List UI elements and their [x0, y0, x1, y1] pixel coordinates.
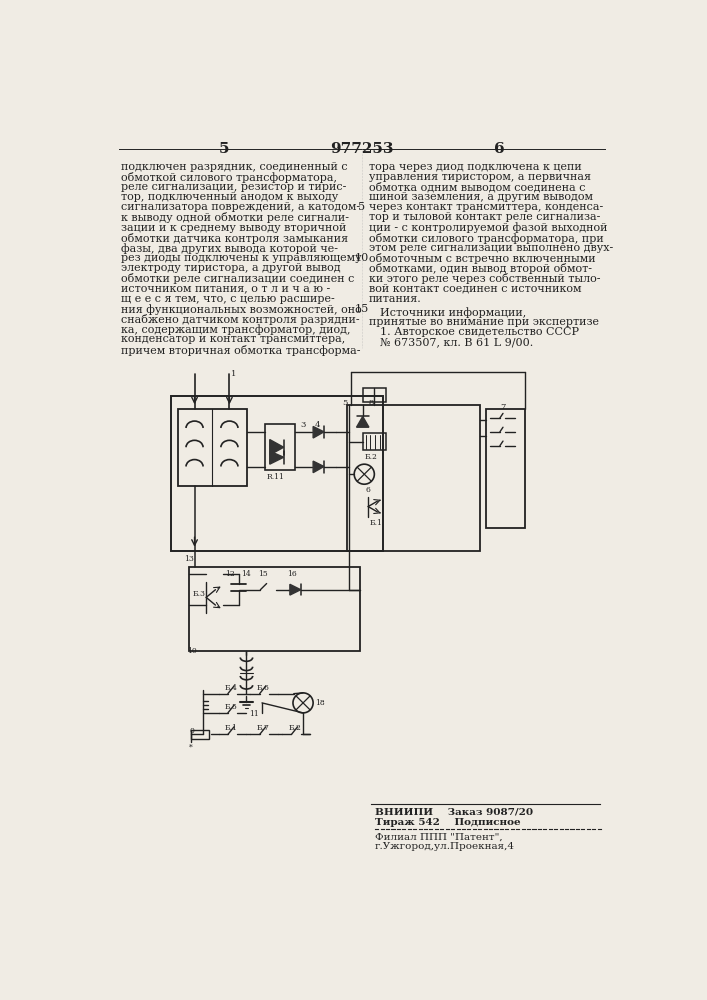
Text: 5: 5 [218, 142, 229, 156]
Bar [192, 730, 209, 739]
Text: 15: 15 [258, 570, 268, 578]
Text: 3: 3 [300, 421, 306, 429]
Text: этом реле сигнализации выполнено двух-: этом реле сигнализации выполнено двух- [369, 243, 613, 253]
Text: ния функциональных возможностей, оно: ния функциональных возможностей, оно [121, 304, 362, 315]
Text: зации и к среднему выводу вторичной: зации и к среднему выводу вторичной [121, 223, 346, 233]
Text: Тираж 542    Подписное: Тираж 542 Подписное [375, 818, 521, 827]
Text: обмоточным с встречно включенными: обмоточным с встречно включенными [369, 253, 595, 264]
Bar [363, 388, 386, 402]
Text: рез диоды подключены к управляющему: рез диоды подключены к управляющему [121, 253, 361, 263]
Text: 12: 12 [225, 570, 235, 578]
Text: обмотки датчика контроля замыкания: обмотки датчика контроля замыкания [121, 233, 348, 244]
Text: 0: 0 [189, 727, 194, 735]
Text: тора через диод подключена к цепи: тора через диод подключена к цепи [369, 162, 582, 172]
Text: обмотка одним выводом соединена с: обмотка одним выводом соединена с [369, 182, 585, 192]
Text: шиной заземления, а другим выводом: шиной заземления, а другим выводом [369, 192, 593, 202]
Text: Б.4: Б.4 [225, 684, 238, 692]
Text: обмоткой силового трансформатора,: обмоткой силового трансформатора, [121, 172, 337, 183]
Text: Б.1: Б.1 [225, 724, 238, 732]
Text: 10: 10 [187, 647, 197, 655]
Text: 1: 1 [231, 370, 236, 378]
Text: Филиал ППП "Патент",: Филиал ППП "Патент", [375, 832, 503, 841]
Text: 7: 7 [500, 403, 506, 411]
Text: реле сигнализации, резистор и тирис-: реле сигнализации, резистор и тирис- [121, 182, 346, 192]
Text: тор и тыловой контакт реле сигнализа-: тор и тыловой контакт реле сигнализа- [369, 212, 600, 222]
Text: 6: 6 [493, 142, 504, 156]
Text: 5: 5 [343, 399, 348, 407]
Polygon shape [290, 584, 300, 595]
Text: снабжено датчиком контроля разрядни-: снабжено датчиком контроля разрядни- [121, 314, 360, 325]
Text: *: * [189, 744, 193, 752]
Text: 8: 8 [369, 399, 374, 407]
Polygon shape [313, 426, 324, 438]
Text: 1. Авторское свидетельство СССР: 1. Авторское свидетельство СССР [380, 327, 579, 337]
Polygon shape [313, 461, 324, 473]
Text: 5: 5 [358, 202, 366, 212]
Text: 14: 14 [241, 570, 251, 578]
Text: 13: 13 [184, 555, 194, 563]
Text: щ е е с я тем, что, с целью расшире-: щ е е с я тем, что, с целью расшире- [121, 294, 334, 304]
Polygon shape [356, 416, 369, 427]
Text: через контакт трансмиттера, конденса-: через контакт трансмиттера, конденса- [369, 202, 603, 212]
Text: Б.2: Б.2 [288, 724, 301, 732]
Text: принятые во внимание при экспертизе: принятые во внимание при экспертизе [369, 317, 599, 327]
Text: ВНИИПИ    Заказ 9087/20: ВНИИПИ Заказ 9087/20 [375, 808, 533, 817]
Bar [363, 433, 386, 450]
Text: Б.3: Б.3 [192, 590, 205, 598]
Text: Источники информации,: Источники информации, [380, 307, 526, 318]
Text: обмотки реле сигнализации соединен с: обмотки реле сигнализации соединен с [121, 273, 354, 284]
Text: фазы, два других вывода которой че-: фазы, два других вывода которой че- [121, 243, 338, 254]
Text: обмотками, один вывод второй обмот-: обмотками, один вывод второй обмот- [369, 263, 592, 274]
Bar [347, 405, 480, 551]
Polygon shape [270, 451, 284, 464]
Text: конденсатор и контакт трансмиттера,: конденсатор и контакт трансмиттера, [121, 334, 345, 344]
Text: ки этого реле через собственный тыло-: ки этого реле через собственный тыло- [369, 273, 600, 284]
Text: Б.6: Б.6 [257, 684, 269, 692]
Text: обмотки силового трансформатора, при: обмотки силового трансформатора, при [369, 233, 604, 244]
Text: № 673507, кл. В 61 L 9/00.: № 673507, кл. В 61 L 9/00. [380, 337, 533, 347]
Bar [265, 424, 295, 470]
Text: Б.1: Б.1 [370, 519, 382, 527]
Text: ка, содержащим трансформатор, диод,: ка, содержащим трансформатор, диод, [121, 324, 351, 335]
Text: подключен разрядник, соединенный с: подключен разрядник, соединенный с [121, 162, 348, 172]
Text: сигнализатора повреждений, а катодом-: сигнализатора повреждений, а катодом- [121, 202, 360, 212]
Text: вой контакт соединен с источником: вой контакт соединен с источником [369, 284, 581, 294]
Text: тор, подключенный анодом к выходу: тор, подключенный анодом к выходу [121, 192, 338, 202]
Text: управления тиристором, а первичная: управления тиристором, а первичная [369, 172, 591, 182]
Text: Б.5: Б.5 [225, 703, 238, 711]
Text: причем вторичная обмотка трансформа-: причем вторичная обмотка трансформа- [121, 345, 361, 356]
Text: к выводу одной обмотки реле сигнали-: к выводу одной обмотки реле сигнали- [121, 212, 349, 223]
Text: источником питания, о т л и ч а ю -: источником питания, о т л и ч а ю - [121, 284, 330, 294]
Text: 10: 10 [355, 253, 369, 263]
Text: 4: 4 [315, 421, 320, 429]
Text: г.Ужгород,ул.Проекная,4: г.Ужгород,ул.Проекная,4 [375, 842, 515, 851]
Text: 15: 15 [355, 304, 369, 314]
Text: электроду тиристора, а другой вывод: электроду тиристора, а другой вывод [121, 263, 341, 273]
Bar [189, 567, 360, 651]
Text: Б.2: Б.2 [364, 453, 377, 461]
Text: 977253: 977253 [330, 142, 394, 156]
Bar [177, 409, 247, 486]
Text: 16: 16 [287, 570, 296, 578]
Bar [170, 396, 383, 551]
Polygon shape [270, 440, 284, 455]
Text: 6: 6 [366, 486, 370, 494]
Text: ции - с контролируемой фазой выходной: ции - с контролируемой фазой выходной [369, 223, 607, 233]
Text: питания.: питания. [369, 294, 421, 304]
Text: Б.7: Б.7 [257, 724, 269, 732]
Text: R.11: R.11 [267, 473, 284, 481]
Text: 18: 18 [315, 699, 325, 707]
Bar [486, 409, 525, 528]
Text: 11: 11 [249, 710, 259, 718]
